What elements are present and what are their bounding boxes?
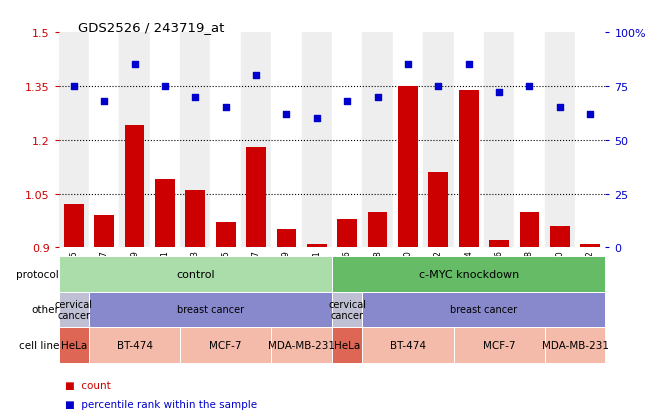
Text: c-MYC knockdown: c-MYC knockdown — [419, 269, 519, 279]
Bar — [459, 90, 478, 248]
Point — [312, 116, 322, 122]
Text: BT-474: BT-474 — [117, 341, 152, 351]
Point — [130, 62, 140, 69]
Bar — [186, 190, 205, 248]
Text: MCF-7: MCF-7 — [483, 341, 516, 351]
Bar — [393, 33, 423, 248]
Text: other: other — [31, 305, 59, 315]
Text: HeLa: HeLa — [61, 341, 87, 351]
Text: cervical
cancer: cervical cancer — [55, 299, 93, 320]
Bar — [59, 256, 332, 292]
Bar — [119, 33, 150, 248]
Bar — [150, 33, 180, 248]
Point — [342, 98, 352, 105]
Bar — [454, 33, 484, 248]
Point — [251, 73, 261, 79]
Text: GDS2526 / 243719_at: GDS2526 / 243719_at — [78, 21, 225, 33]
Bar — [545, 328, 605, 363]
Point — [281, 112, 292, 118]
Point — [433, 83, 443, 90]
Point — [524, 83, 534, 90]
Point — [68, 83, 79, 90]
Bar — [332, 292, 363, 328]
Bar — [363, 33, 393, 248]
Bar — [332, 328, 363, 363]
Point — [99, 98, 109, 105]
Point — [190, 94, 201, 101]
Text: MDA-MB-231: MDA-MB-231 — [268, 341, 335, 351]
Bar — [271, 328, 332, 363]
Bar — [241, 33, 271, 248]
Bar — [514, 33, 545, 248]
Text: HeLa: HeLa — [334, 341, 360, 351]
Bar — [155, 180, 174, 248]
Text: MCF-7: MCF-7 — [210, 341, 242, 351]
Bar — [368, 212, 387, 248]
Point — [159, 83, 170, 90]
Bar — [94, 216, 114, 248]
Bar — [89, 328, 180, 363]
Point — [403, 62, 413, 69]
Bar — [271, 33, 301, 248]
Text: cervical
cancer: cervical cancer — [328, 299, 367, 320]
Bar — [550, 226, 570, 248]
Bar — [337, 219, 357, 248]
Bar — [301, 33, 332, 248]
Text: cell line: cell line — [19, 341, 59, 351]
Bar — [125, 126, 145, 248]
Bar — [277, 230, 296, 248]
Text: BT-474: BT-474 — [390, 341, 426, 351]
Bar — [59, 328, 89, 363]
Bar — [454, 328, 545, 363]
Text: ■  count: ■ count — [65, 380, 111, 390]
Bar — [363, 292, 605, 328]
Text: MDA-MB-231: MDA-MB-231 — [542, 341, 609, 351]
Point — [585, 112, 596, 118]
Point — [372, 94, 383, 101]
Bar — [332, 33, 363, 248]
Text: ■  percentile rank within the sample: ■ percentile rank within the sample — [65, 399, 257, 408]
Bar — [423, 33, 454, 248]
Bar — [89, 292, 332, 328]
Bar — [575, 33, 605, 248]
Bar — [490, 241, 509, 248]
Text: breast cancer: breast cancer — [177, 305, 244, 315]
Bar — [519, 212, 539, 248]
Bar — [180, 328, 271, 363]
Bar — [180, 33, 210, 248]
Bar — [64, 205, 83, 248]
Point — [221, 105, 231, 112]
Bar — [363, 328, 454, 363]
Bar — [398, 87, 418, 248]
Bar — [428, 173, 448, 248]
Text: breast cancer: breast cancer — [450, 305, 518, 315]
Bar — [59, 292, 89, 328]
Bar — [246, 147, 266, 248]
Bar — [59, 33, 89, 248]
Bar — [484, 33, 514, 248]
Bar — [332, 256, 605, 292]
Text: protocol: protocol — [16, 269, 59, 279]
Point — [494, 90, 505, 97]
Point — [464, 62, 474, 69]
Text: control: control — [176, 269, 215, 279]
Bar — [89, 33, 119, 248]
Bar — [545, 33, 575, 248]
Bar — [210, 33, 241, 248]
Bar — [307, 244, 327, 248]
Point — [555, 105, 565, 112]
Bar — [216, 223, 236, 248]
Bar — [581, 244, 600, 248]
